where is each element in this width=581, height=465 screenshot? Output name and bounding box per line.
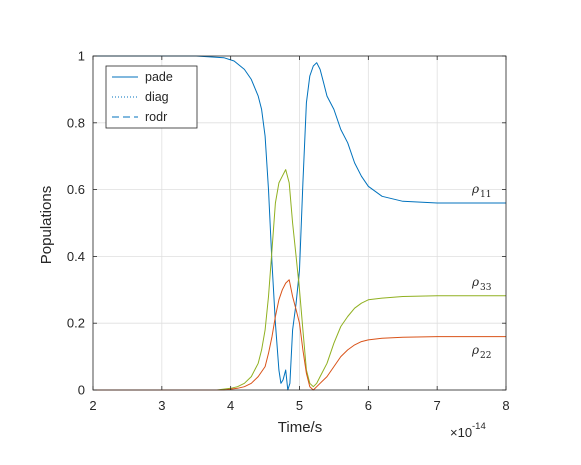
x-tick-label: 2: [89, 398, 96, 413]
x-tick-label: 4: [227, 398, 234, 413]
series-lines: [93, 55, 506, 391]
annotation-rho22-sub: 22: [480, 351, 491, 361]
annotation-rho11-sub: 11: [480, 190, 491, 200]
legend: pade diag rodr: [105, 65, 198, 129]
legend-label-rodr: rodr: [145, 110, 167, 124]
y-tick-label: 0.4: [67, 249, 85, 264]
x-tick-label: 6: [365, 398, 372, 413]
series-line-rho11: [93, 55, 506, 391]
x-tick-label: 8: [502, 398, 509, 413]
y-tick-label: 1: [78, 49, 85, 64]
x-exponent-power: -14: [472, 421, 486, 432]
annotation-rho22-symbol: ρ: [471, 343, 479, 357]
annotation-rho33: ρ 33: [471, 275, 492, 293]
annotation-rho33-symbol: ρ: [471, 275, 479, 289]
y-tick-label: 0: [78, 383, 85, 398]
y-tick-label: 0.6: [67, 182, 85, 197]
x-exponent: ×10 -14: [450, 421, 486, 440]
x-tick-label: 3: [158, 398, 165, 413]
y-tick-marks: [93, 55, 506, 391]
annotation-rho22: ρ 22: [471, 343, 491, 361]
x-tick-label: 5: [296, 398, 303, 413]
y-tick-label: 0.8: [67, 115, 85, 130]
legend-label-pade: pade: [145, 70, 173, 84]
x-tick-label: 7: [434, 398, 441, 413]
annotation-rho11-symbol: ρ: [471, 182, 479, 196]
series-line-rho22: [93, 279, 506, 391]
y-tick-label: 0.2: [67, 316, 85, 331]
series-line-rho33: [93, 169, 506, 391]
x-tick-marks: [92, 56, 507, 390]
annotation-rho33-sub: 33: [480, 283, 492, 293]
x-exponent-base: ×10: [450, 425, 472, 440]
annotation-rho11: ρ 11: [471, 182, 491, 200]
y-axis-label: Populations: [38, 186, 55, 264]
x-axis-label: Time/s: [278, 419, 322, 436]
legend-label-diag: diag: [145, 90, 169, 104]
